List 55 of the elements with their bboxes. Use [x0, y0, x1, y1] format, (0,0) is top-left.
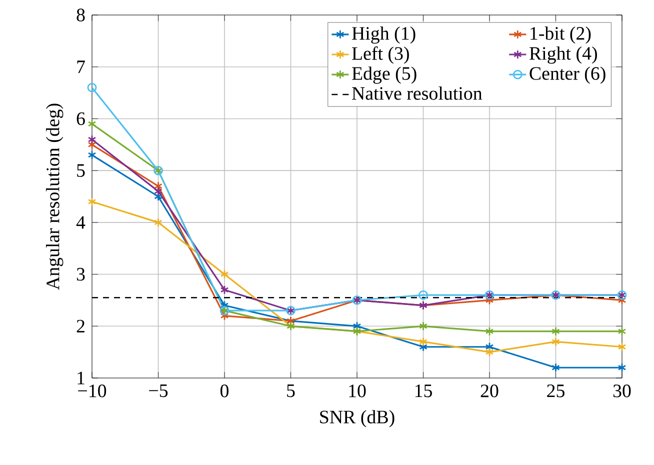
point	[485, 326, 494, 336]
point	[485, 342, 494, 352]
legend-label: Edge (5)	[352, 66, 416, 84]
y-tick-label: 2	[76, 320, 84, 332]
point	[88, 196, 96, 206]
point	[154, 192, 162, 202]
point	[618, 326, 626, 336]
point	[419, 342, 428, 352]
point	[552, 326, 560, 336]
point	[154, 181, 162, 191]
legend-label: Native resolution	[352, 86, 482, 100]
x-tick-label: −5	[149, 384, 168, 398]
point	[552, 337, 560, 346]
point	[220, 311, 229, 320]
legend-label: Left (3)	[352, 46, 409, 64]
point	[154, 218, 162, 228]
x-tick-label: 25	[547, 384, 564, 398]
point	[88, 150, 96, 160]
point	[618, 342, 626, 352]
x-axis-title: SNR (dB)	[320, 410, 394, 428]
point	[418, 290, 428, 300]
point	[88, 140, 96, 150]
point	[552, 362, 560, 372]
point	[87, 82, 97, 92]
y-tick-label: 6	[76, 112, 85, 126]
x-tick-label: 10	[349, 384, 366, 398]
x-tick-label: 0	[220, 384, 228, 398]
legend-label: High (1)	[352, 26, 416, 44]
y-tick-label: 3	[76, 268, 85, 281]
y-tick-label: 5	[77, 164, 85, 177]
legend-label: Center (6)	[530, 66, 606, 84]
point	[88, 134, 96, 144]
legend-label: 1-bit (2)	[530, 26, 591, 44]
y-tick-label: 7	[77, 60, 85, 74]
legend-label: Right (4)	[530, 46, 597, 64]
x-tick-label: 30	[613, 384, 631, 398]
point	[618, 296, 626, 305]
point	[154, 186, 162, 196]
point	[220, 285, 229, 295]
y-tick-label: 4	[76, 216, 86, 229]
x-tick-label: 20	[480, 384, 498, 398]
point	[485, 347, 494, 357]
point	[220, 270, 229, 279]
y-axis-title: Angular resolution (deg)	[46, 104, 64, 290]
y-tick-label: 8	[76, 8, 85, 22]
point	[618, 362, 626, 372]
x-tick-label: 5	[287, 384, 295, 398]
point	[485, 296, 494, 305]
point	[352, 321, 362, 331]
point	[88, 119, 96, 129]
y-tick-label: 1	[78, 372, 84, 384]
point	[419, 337, 428, 346]
x-tick-label: −10	[78, 384, 106, 398]
point	[419, 321, 428, 331]
x-tick-label: 15	[415, 384, 432, 398]
